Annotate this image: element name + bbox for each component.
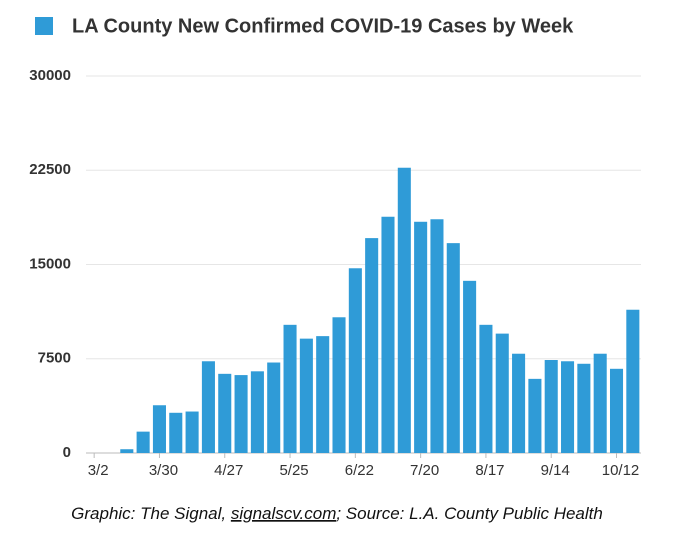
bar <box>381 216 395 453</box>
y-tick-label: 22500 <box>29 161 71 178</box>
bar <box>267 362 281 453</box>
y-tick-label: 7500 <box>38 350 71 367</box>
bar <box>332 317 346 453</box>
bar <box>283 324 297 453</box>
bar <box>348 268 362 453</box>
bar <box>120 449 134 453</box>
bar <box>495 333 509 453</box>
bar <box>316 336 330 453</box>
bar <box>512 353 526 453</box>
source-note: Graphic: The Signal, signalscv.com; Sour… <box>71 504 603 523</box>
bar <box>201 361 215 453</box>
bar <box>609 368 624 453</box>
bar <box>463 280 477 453</box>
bar <box>185 411 199 453</box>
bar <box>397 167 411 453</box>
x-tick-label: 7/20 <box>410 462 439 479</box>
bar <box>593 353 607 453</box>
x-tick-label: 6/22 <box>345 462 374 479</box>
bar <box>365 238 379 453</box>
bar <box>136 431 150 453</box>
bar <box>626 309 640 453</box>
bar <box>561 361 575 453</box>
bar <box>430 219 444 453</box>
source-before: Graphic: The Signal, <box>71 504 231 523</box>
bar <box>218 373 232 453</box>
bar <box>234 375 248 453</box>
bar <box>577 363 591 453</box>
x-tick-label: 4/27 <box>214 462 243 479</box>
x-tick-label: 5/25 <box>279 462 308 479</box>
bar <box>414 221 428 453</box>
bar <box>299 338 313 453</box>
x-tick-label: 9/14 <box>541 462 570 479</box>
y-tick-label: 15000 <box>29 255 71 272</box>
bar <box>544 360 558 453</box>
bar <box>479 324 493 453</box>
bar <box>250 371 264 453</box>
source-link[interactable]: signalscv.com <box>231 504 337 523</box>
bar <box>528 378 542 453</box>
legend-label: LA County New Confirmed COVID-19 Cases b… <box>72 15 574 37</box>
bar <box>152 405 166 453</box>
x-tick-label: 8/17 <box>475 462 504 479</box>
legend-swatch <box>35 17 53 35</box>
y-tick-label: 0 <box>63 444 71 461</box>
bar <box>446 243 460 453</box>
y-tick-label: 30000 <box>29 67 71 84</box>
source-after: ; Source: L.A. County Public Health <box>336 504 602 523</box>
x-tick-label: 3/30 <box>149 462 178 479</box>
x-tick-label: 3/2 <box>88 462 109 479</box>
x-tick-label: 10/12 <box>602 462 640 479</box>
bar <box>169 412 183 453</box>
